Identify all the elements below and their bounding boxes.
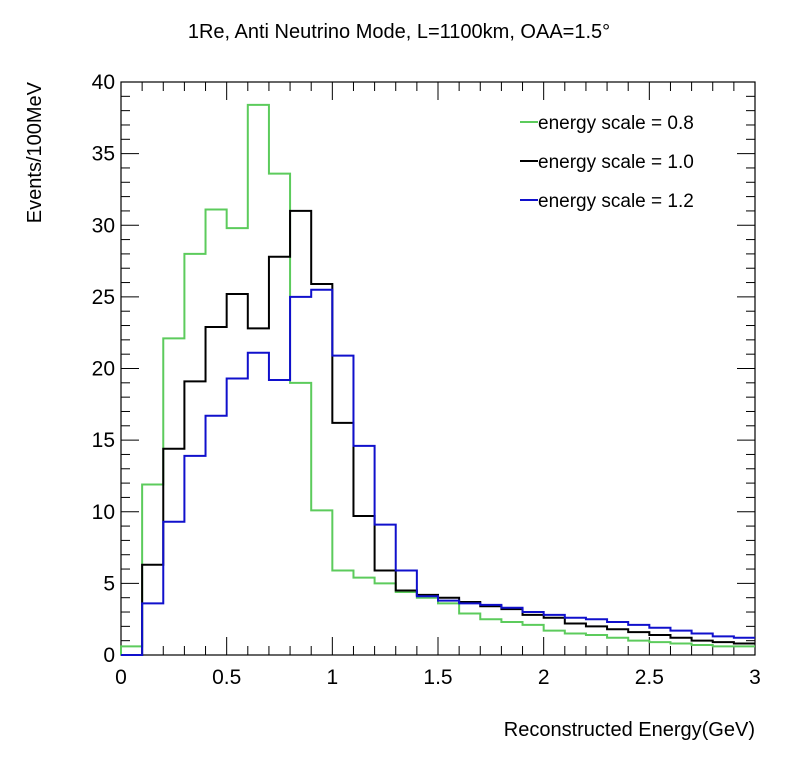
x-tick-label: 1.5 <box>423 666 452 689</box>
y-axis-title: Events/100MeV <box>24 81 46 223</box>
legend-label-1: energy scale = 0.8 <box>538 113 694 134</box>
series-line-2 <box>121 209 755 656</box>
y-tick-label: 10 <box>92 501 115 524</box>
series-line-1 <box>120 103 755 655</box>
y-tick-label: 40 <box>92 71 115 94</box>
series-line-3 <box>121 288 755 656</box>
axis-ticks <box>120 81 756 656</box>
legend-label-2: energy scale = 1.0 <box>538 152 694 173</box>
y-tick-label: 5 <box>103 572 115 595</box>
series-layer <box>120 103 755 656</box>
chart-title: 1Re, Anti Neutrino Mode, L=1100km, OAA=1… <box>188 21 610 43</box>
y-tick-label: 15 <box>92 429 115 452</box>
legend: energy scale = 0.8 energy scale = 1.0 ener… <box>520 113 694 212</box>
x-tick-label: 0.5 <box>212 666 241 689</box>
x-tick-label: 1 <box>326 666 338 689</box>
x-tick-label: 0 <box>115 666 127 689</box>
x-axis-title: Reconstructed Energy(GeV) <box>504 719 755 741</box>
legend-label-3: energy scale = 1.2 <box>538 191 694 212</box>
x-tick-label: 2 <box>538 666 550 689</box>
y-tick-label: 35 <box>92 143 115 166</box>
y-tick-label: 30 <box>92 214 115 237</box>
y-tick-label: 0 <box>103 644 115 667</box>
y-tick-label: 20 <box>92 358 115 381</box>
y-tick-label: 25 <box>92 286 115 309</box>
x-tick-label: 2.5 <box>635 666 664 689</box>
x-tick-label: 3 <box>749 666 761 689</box>
